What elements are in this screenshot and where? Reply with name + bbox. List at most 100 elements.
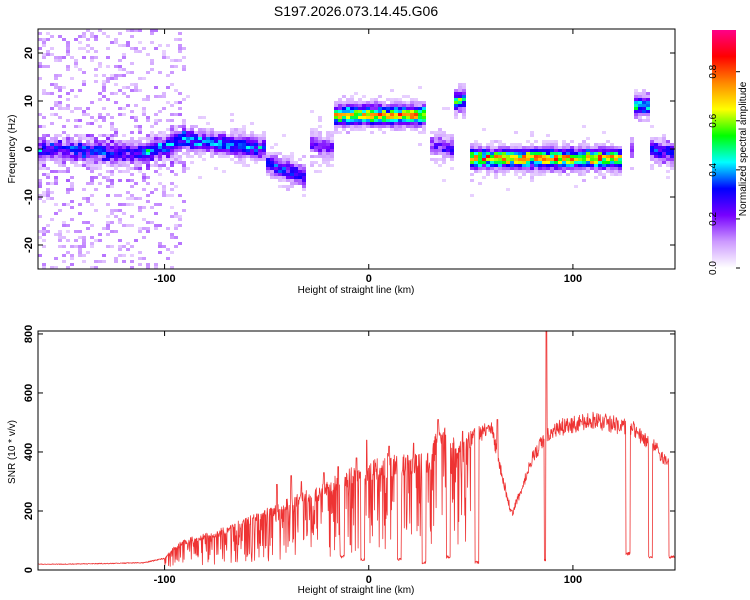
spectrogram-cell	[598, 161, 602, 164]
spectrogram-cell	[234, 143, 238, 146]
spectrogram-cell	[498, 158, 502, 161]
spectrogram-cell	[602, 143, 606, 146]
spectrogram-cell	[594, 167, 598, 170]
spectrogram-cell	[42, 65, 46, 68]
spectrogram-cell	[154, 95, 158, 98]
spectrogram-cell	[122, 113, 126, 116]
spectrogram-cell	[518, 167, 522, 170]
spectrogram-cell	[646, 110, 650, 113]
spectrogram-cell	[90, 149, 94, 152]
spectrogram-cell	[382, 107, 386, 110]
spectrogram-cell	[482, 164, 486, 167]
spectrogram-cell	[494, 140, 498, 143]
spectrogram-cell	[646, 98, 650, 101]
spectrogram-cell	[58, 107, 62, 110]
spectrogram-cell	[358, 98, 362, 101]
spectrogram-cell	[178, 140, 182, 143]
spectrogram-cell	[58, 164, 62, 167]
spectrogram-cell	[146, 134, 150, 137]
spectrogram-cell	[178, 59, 182, 62]
spectrogram-cell	[542, 170, 546, 173]
spectrogram-cell	[234, 134, 238, 137]
spectrogram-cell	[394, 116, 398, 119]
spectrogram-cell	[42, 167, 46, 170]
spectrogram-cell	[154, 134, 158, 137]
spectrogram-cell	[274, 170, 278, 173]
spectrogram-cell	[94, 188, 98, 191]
spectrogram-cell	[134, 47, 138, 50]
spectrogram-cell	[486, 173, 490, 176]
spectrogram-cell	[386, 104, 390, 107]
spectrogram-cell	[238, 149, 242, 152]
spectrogram-cell	[290, 155, 294, 158]
spectrogram-cell	[114, 134, 118, 137]
spectrogram-cell	[102, 107, 106, 110]
spectrogram-cell	[154, 143, 158, 146]
spectrogram-cell	[122, 260, 126, 263]
spectrogram-cell	[174, 131, 178, 134]
spectrogram-cell	[122, 134, 126, 137]
spectrogram-cell	[470, 158, 474, 161]
spectrogram-cell	[202, 131, 206, 134]
spectrogram-cell	[266, 152, 270, 155]
spectrogram-cell	[66, 188, 70, 191]
spectrogram-cell	[554, 164, 558, 167]
spectrogram-cell	[138, 197, 142, 200]
spectrogram-cell	[130, 152, 134, 155]
spectrogram-cell	[162, 50, 166, 53]
spectrogram-cell	[534, 161, 538, 164]
spectrogram-cell	[370, 104, 374, 107]
spectrogram-cell	[430, 143, 434, 146]
spectrogram-cell	[314, 161, 318, 164]
spectrogram-cell	[166, 158, 170, 161]
spectrogram-cell	[174, 236, 178, 239]
spectrogram-cell	[374, 107, 378, 110]
spectrogram-cell	[446, 149, 450, 152]
spectrogram-cell	[414, 116, 418, 119]
spectrogram-cell	[206, 134, 210, 137]
spectrogram-cell	[146, 221, 150, 224]
spectrogram-cell	[198, 143, 202, 146]
spectrogram-cell	[370, 110, 374, 113]
spectrogram-cell	[566, 149, 570, 152]
spectrogram-cell	[262, 137, 266, 140]
spectrogram-cell	[566, 155, 570, 158]
spectrogram-cell	[446, 143, 450, 146]
spectrogram-cell	[150, 29, 154, 32]
spectrogram-cell	[50, 191, 54, 194]
spectrogram-cell	[186, 152, 190, 155]
spectrogram-cell	[318, 155, 322, 158]
spectrogram-cell	[90, 158, 94, 161]
spectrogram-cell	[302, 173, 306, 176]
spectrogram-cell	[126, 179, 130, 182]
spectrogram-cell	[318, 116, 322, 119]
spectrogram-cell	[374, 122, 378, 125]
spectrogram-cell	[218, 140, 222, 143]
spectrogram-cell	[158, 119, 162, 122]
spectrogram-cell	[110, 152, 114, 155]
spectrogram-cell	[342, 110, 346, 113]
spectrogram-cell	[90, 266, 94, 269]
spectrogram-cell	[62, 143, 66, 146]
spectrogram-cell	[98, 113, 102, 116]
figure-title: S197.2026.073.14.45.G06	[274, 3, 438, 19]
spectrogram-cell	[386, 107, 390, 110]
spectrogram-cell	[518, 161, 522, 164]
spectrogram-cell	[46, 158, 50, 161]
spectrogram-cell	[462, 113, 466, 116]
spectrogram-cell	[62, 245, 66, 248]
spectrogram-cell	[510, 158, 514, 161]
spectrogram-cell	[162, 185, 166, 188]
spectrogram-cell	[78, 254, 82, 257]
spectrogram-cell	[106, 158, 110, 161]
spectrogram-cell	[454, 95, 458, 98]
spectrogram-cell	[634, 95, 638, 98]
spectrogram-cell	[94, 149, 98, 152]
spectrogram-cell	[482, 146, 486, 149]
spectrogram-cell	[78, 146, 82, 149]
spectrogram-cell	[410, 104, 414, 107]
spectrogram-cell	[362, 116, 366, 119]
spectrogram-cell	[302, 170, 306, 173]
spectrogram-cell	[186, 146, 190, 149]
spectrogram-cell	[78, 119, 82, 122]
